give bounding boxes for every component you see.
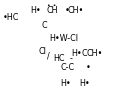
Text: CH: CH (47, 6, 58, 15)
Text: -: - (69, 54, 72, 63)
Text: •: • (86, 63, 91, 72)
Text: H•: H• (79, 79, 89, 88)
Text: H•: H• (60, 79, 71, 88)
Text: •HC: •HC (3, 13, 19, 22)
Text: CH•: CH• (67, 6, 84, 15)
Text: H•: H• (71, 50, 82, 58)
Text: H•W-Cl: H•W-Cl (49, 34, 78, 43)
Text: C-C: C-C (60, 63, 74, 72)
Text: •: • (64, 6, 69, 15)
Text: Cl: Cl (38, 48, 46, 56)
Text: CH•: CH• (87, 50, 103, 58)
Text: • •: • • (47, 3, 56, 8)
Text: C: C (82, 50, 87, 58)
Text: /: / (47, 51, 50, 60)
Text: H•: H• (30, 6, 41, 15)
Text: C: C (41, 21, 47, 30)
Text: HC: HC (53, 54, 65, 63)
